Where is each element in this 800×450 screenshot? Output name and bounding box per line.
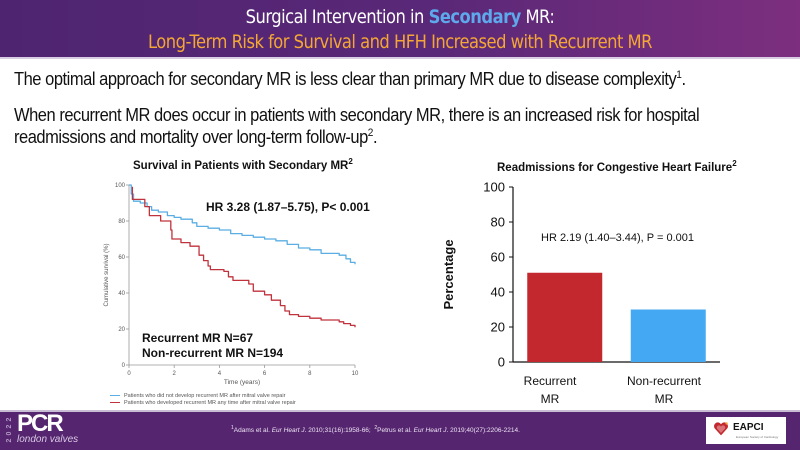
bar-category-label-nonrecurrent: Non-recurrent MR — [609, 372, 719, 408]
paragraph-2-end: . — [372, 127, 378, 147]
km-x-tick-label: 2 — [173, 371, 177, 377]
legend-swatch-blue — [110, 394, 120, 397]
legend-label: Patients who developed recurrent MR any … — [124, 400, 296, 406]
readmission-bar-chart: 0 20 40 60 80 100 Percentage — [441, 180, 720, 370]
bar-bars — [527, 272, 706, 362]
bar-chart-title: Readmissions for Congestive Heart Failur… — [497, 159, 737, 174]
km-chart-title-text: Survival in Patients with Secondary MR — [133, 159, 349, 172]
category-line: MR — [654, 392, 674, 406]
paragraph-1-text: The optimal approach for secondary MR is… — [14, 69, 677, 89]
heart-icon — [714, 422, 728, 436]
title-text-end: MR: — [520, 6, 555, 28]
bar-chart-title-text: Readmissions for Congestive Heart Failur… — [497, 161, 733, 174]
km-series-nonrecurrent-line — [129, 184, 356, 265]
paragraph-1: The optimal approach for secondary MR is… — [14, 68, 800, 90]
km-series-group — [129, 184, 356, 328]
km-series-recurrent-line — [131, 186, 356, 328]
km-x-tick-label: 0 — [127, 371, 131, 377]
pcr-logo-subtitle: london valves — [17, 434, 79, 445]
ref-number: 2 — [374, 425, 378, 431]
category-line: Non-recurrent — [626, 374, 702, 388]
references: 1Adams et al. Eur Heart J. 2010;31(16):1… — [231, 425, 520, 434]
pcr-logo: PCR — [17, 410, 64, 437]
km-y-tick-label: 100 — [115, 183, 126, 189]
paragraph-1-end: . — [681, 69, 686, 89]
title-accent: Secondary — [428, 6, 522, 28]
eapci-text: EAPCI — [733, 422, 764, 433]
km-chart-title: Survival in Patients with Secondary MR2 — [133, 157, 353, 172]
paragraph-2: When recurrent MR does occur in patients… — [14, 104, 792, 148]
ref-authors: Adams et al. — [233, 427, 272, 435]
bar-y-tick-label: 0 — [498, 355, 505, 370]
reference-marker: 2 — [348, 157, 353, 166]
bar-y-tick-label: 80 — [491, 215, 505, 230]
slide-title: Surgical Intervention in Secondary MR: — [56, 6, 744, 28]
km-y-tick-label: 20 — [118, 327, 125, 333]
km-x-ticks: 0 2 4 6 8 10 — [127, 365, 359, 377]
km-y-ticks: 0 20 40 60 80 100 — [115, 183, 129, 369]
km-legend-item-nonrecurrent: Patients who did not develop recurrent M… — [110, 393, 285, 399]
km-hazard-ratio: HR 3.28 (1.87–5.75), P< 0.001 — [206, 200, 370, 214]
legend-label: Patients who did not develop recurrent M… — [124, 393, 286, 399]
esc-text: European Society of Cardiology — [736, 435, 779, 439]
slide-header: Surgical Intervention in Secondary MR: L… — [0, 0, 800, 57]
bar-y-tick-label: 100 — [483, 180, 505, 195]
eapci-logo: EAPCI European Society of Cardiology — [706, 417, 786, 444]
km-y-tick-label: 0 — [122, 363, 126, 369]
bar-y-tick-label: 60 — [491, 250, 505, 265]
km-x-axis-label: Time (years) — [224, 379, 260, 386]
bar-y-tick-label: 20 — [491, 320, 505, 335]
header-divider — [0, 57, 800, 59]
bar-hazard-ratio: HR 2.19 (1.40–3.44), P = 0.001 — [541, 232, 694, 244]
category-line: Recurrent — [523, 374, 577, 388]
km-x-tick-label: 4 — [218, 371, 222, 377]
bar-nonrecurrent-mr — [630, 309, 706, 362]
reference-marker: 2 — [367, 127, 374, 139]
reference-marker: 1 — [676, 69, 682, 81]
legend-swatch-red — [110, 401, 120, 404]
ref-journal: Eur Heart J — [413, 427, 447, 435]
logo-year-digit: 2 — [6, 438, 13, 443]
bar-recurrent-mr — [527, 272, 603, 362]
km-x-tick-label: 10 — [352, 371, 359, 377]
km-y-tick-label: 80 — [118, 219, 125, 225]
slide-footer — [0, 412, 800, 450]
slide-subtitle: Long-Term Risk for Survival and HFH Incr… — [148, 31, 652, 53]
bar-y-ticks: 0 20 40 60 80 100 — [483, 180, 513, 370]
km-x-tick-label: 8 — [308, 371, 312, 377]
bar-category-label-recurrent: Recurrent MR — [495, 372, 605, 408]
km-n-recurrent: Recurrent MR N=67 — [142, 331, 254, 345]
ref-journal: Eur Heart J — [271, 427, 305, 435]
km-legend-item-recurrent: Patients who developed recurrent MR any … — [110, 400, 296, 406]
footer-divider — [0, 410, 800, 412]
ref-details: . 2010;31(16):1958-66; — [304, 427, 371, 435]
km-n-nonrecurrent: Non-recurrent MR N=194 — [142, 346, 284, 360]
bar-y-axis-label: Percentage — [441, 239, 456, 309]
km-x-tick-label: 6 — [263, 371, 267, 377]
km-y-axis-label: Cumulative survival (%) — [104, 243, 110, 306]
reference-marker: 2 — [732, 159, 737, 168]
km-y-tick-label: 60 — [118, 255, 125, 261]
ref-authors: Petrus et al. — [377, 427, 414, 435]
category-line: MR — [540, 392, 560, 406]
paragraph-2-text: When recurrent MR does occur in patients… — [14, 105, 700, 147]
ref-details: . 2019;40(27):2206-2214. — [446, 427, 520, 435]
km-survival-chart: 0 20 40 60 80 100 0 2 4 6 8 10 Cumulative survival… — [104, 183, 359, 386]
km-y-tick-label: 40 — [118, 291, 125, 297]
title-text: Surgical Intervention in — [245, 6, 429, 28]
ref-number: 1 — [231, 425, 234, 431]
bar-y-tick-label: 40 — [491, 285, 505, 300]
